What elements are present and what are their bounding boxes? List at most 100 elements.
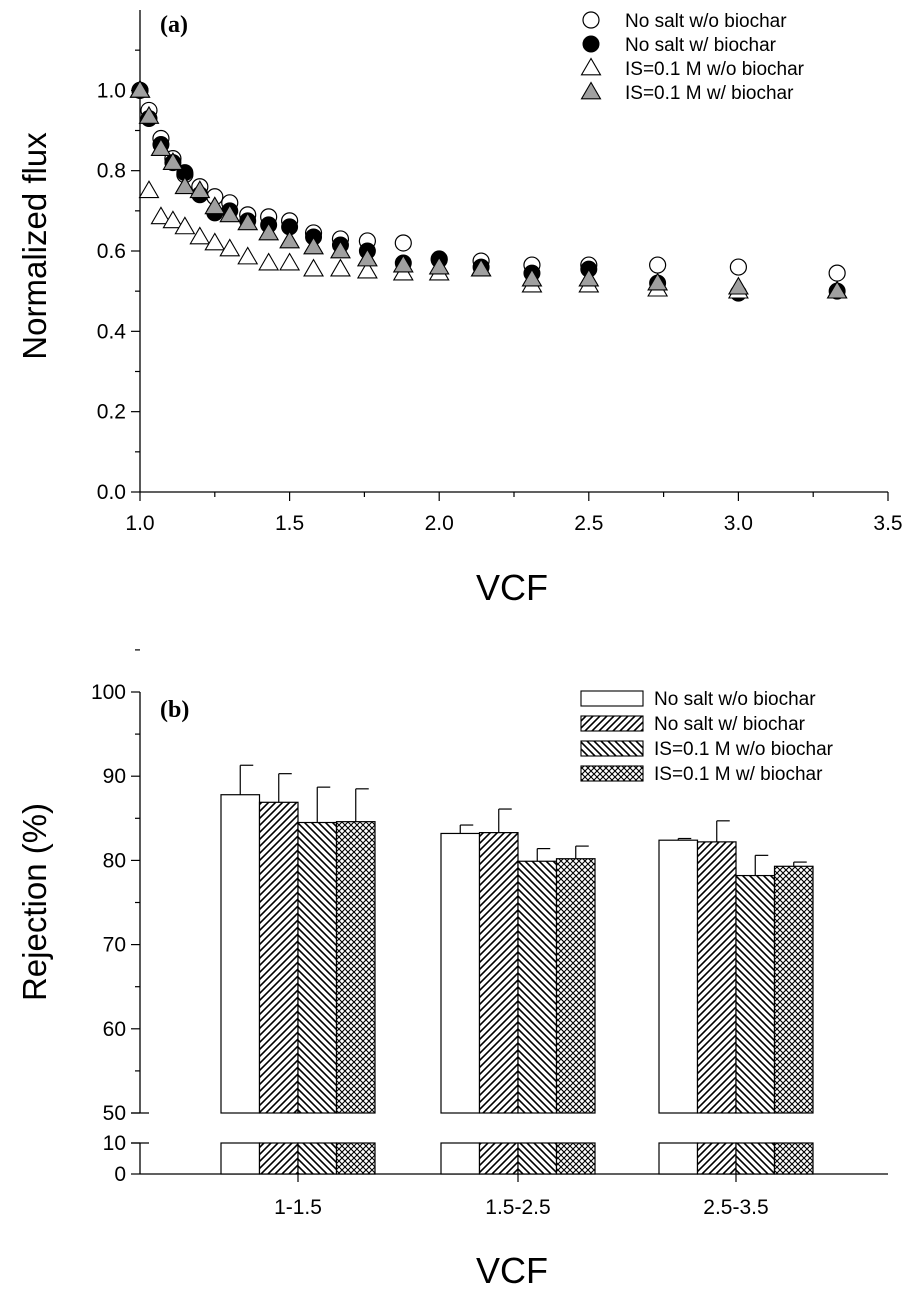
x-tick-label: 3.0 xyxy=(724,512,753,535)
data-point xyxy=(356,248,378,267)
panel-a-x-axis-title: VCF xyxy=(476,567,548,608)
x-tick-label: 3.5 xyxy=(873,512,902,535)
y-tick-label: 70 xyxy=(103,934,126,957)
data-point xyxy=(162,210,184,229)
data-point xyxy=(150,137,172,156)
bar-lower-segment xyxy=(478,1142,519,1175)
data-point xyxy=(189,180,211,199)
data-point xyxy=(356,260,378,279)
bar xyxy=(440,832,481,1114)
legend-label: No salt w/ biochar xyxy=(625,35,777,56)
legend-swatch xyxy=(580,740,644,757)
y-tick-label: 0.4 xyxy=(97,320,127,343)
bar xyxy=(258,801,299,1114)
data-point xyxy=(279,230,301,249)
panel-a-scatter: 0.0 0.2 0.4 0.6 0.8 1.0 1.0 1.5 2.0 2.5 3.0 3.5 No… xyxy=(16,10,903,608)
data-point xyxy=(189,226,211,245)
y-tick-label: 60 xyxy=(103,1018,126,1041)
panel-b-legend: No salt w/o biochar No salt w/ biochar IS=… xyxy=(580,689,834,785)
data-point xyxy=(303,236,324,255)
panel-a-label: (a) xyxy=(160,12,188,38)
y-tick-label: 0.0 xyxy=(97,481,126,504)
data-point xyxy=(258,252,280,271)
legend-label: IS=0.1 M w/o biochar xyxy=(654,739,834,760)
panel-b-bars xyxy=(220,764,814,1175)
data-point xyxy=(138,180,160,199)
bar-lower-segment xyxy=(696,1142,737,1175)
y-tick-label: 10 xyxy=(103,1132,126,1155)
legend-label: No salt w/o biochar xyxy=(625,11,787,32)
panel-b-x-tick-labels: 1-1.5 1.5-2.5 2.5-3.5 xyxy=(274,1196,769,1219)
x-tick-label: 2.5 xyxy=(574,512,603,535)
data-point xyxy=(521,268,543,287)
data-point xyxy=(219,204,241,223)
data-point xyxy=(138,105,160,124)
bar-lower-segment xyxy=(258,1142,299,1175)
legend-label: IS=0.1 M w/ biochar xyxy=(625,83,794,104)
panel-b-y-tick-labels: 0 10 50 60 70 80 90 100 xyxy=(91,681,126,1186)
y-tick-label: 1.0 xyxy=(97,79,126,102)
y-tick-label: 0 xyxy=(114,1163,126,1186)
panel-a-x-tick-labels: 1.0 1.5 2.0 2.5 3.0 3.5 xyxy=(125,512,902,535)
bar xyxy=(478,832,519,1114)
panel-a-data-points xyxy=(129,79,848,302)
legend-marker xyxy=(582,11,600,29)
data-point xyxy=(392,254,414,273)
legend-label: IS=0.1 M w/ biochar xyxy=(654,764,823,785)
data-point xyxy=(727,276,749,295)
bar-lower-segment xyxy=(517,1142,558,1175)
data-point xyxy=(237,212,259,231)
panel-b-y-axis-title: Rejection (%) xyxy=(16,803,53,1001)
bar xyxy=(773,865,814,1114)
legend-marker xyxy=(580,81,602,100)
y-tick-label: 50 xyxy=(103,1102,126,1125)
data-point xyxy=(150,206,172,225)
y-tick-label: 80 xyxy=(103,849,126,872)
legend-swatch xyxy=(580,690,644,707)
legend-label: No salt w/o biochar xyxy=(654,689,816,710)
data-point xyxy=(330,240,351,259)
bar-lower-segment xyxy=(555,1142,596,1175)
data-point xyxy=(174,216,196,235)
bar-lower-segment xyxy=(773,1142,814,1175)
data-point xyxy=(394,234,412,252)
bar-group-2-5-3-5 xyxy=(658,820,814,1175)
data-point xyxy=(470,258,492,277)
bar-lower-segment xyxy=(297,1142,338,1175)
data-point xyxy=(279,252,301,271)
bar xyxy=(555,858,596,1114)
bar xyxy=(658,839,699,1114)
y-tick-label: 100 xyxy=(91,681,126,704)
data-point xyxy=(303,258,324,277)
bar-lower-segment xyxy=(335,1142,376,1175)
x-tick-label: 2.0 xyxy=(425,512,454,535)
bar xyxy=(220,794,261,1114)
data-point xyxy=(174,176,196,195)
data-point xyxy=(162,152,184,171)
series-is-0-1-m-w-biochar xyxy=(129,79,848,299)
legend-swatch xyxy=(580,715,644,732)
legend-marker xyxy=(580,57,602,76)
data-point xyxy=(204,232,226,251)
legend-label: No salt w/ biochar xyxy=(654,714,806,735)
x-tick-label: 1.5 xyxy=(275,512,304,535)
bar xyxy=(696,841,737,1114)
legend-swatch xyxy=(580,765,644,782)
bar-group-1-5-2-5 xyxy=(440,808,596,1175)
y-tick-label: 0.8 xyxy=(97,160,126,183)
data-point xyxy=(649,256,667,274)
x-tick-label: 1-1.5 xyxy=(274,1196,322,1219)
x-tick-label: 1.0 xyxy=(125,512,154,535)
panel-b-label: (b) xyxy=(160,697,189,723)
panel-b-x-axis-title: VCF xyxy=(476,1250,548,1291)
data-point xyxy=(258,222,280,241)
series-no-salt-w-o-biochar xyxy=(131,81,846,282)
data-point xyxy=(219,238,241,257)
y-tick-label: 0.2 xyxy=(97,401,126,424)
legend-label: IS=0.1 M w/o biochar xyxy=(625,59,805,80)
bar xyxy=(335,821,376,1114)
panel-a-legend: No salt w/o biochar No salt w/ biochar IS=… xyxy=(580,11,805,104)
panel-a-y-axis-title: Normalized flux xyxy=(16,132,53,360)
data-point xyxy=(428,256,450,275)
